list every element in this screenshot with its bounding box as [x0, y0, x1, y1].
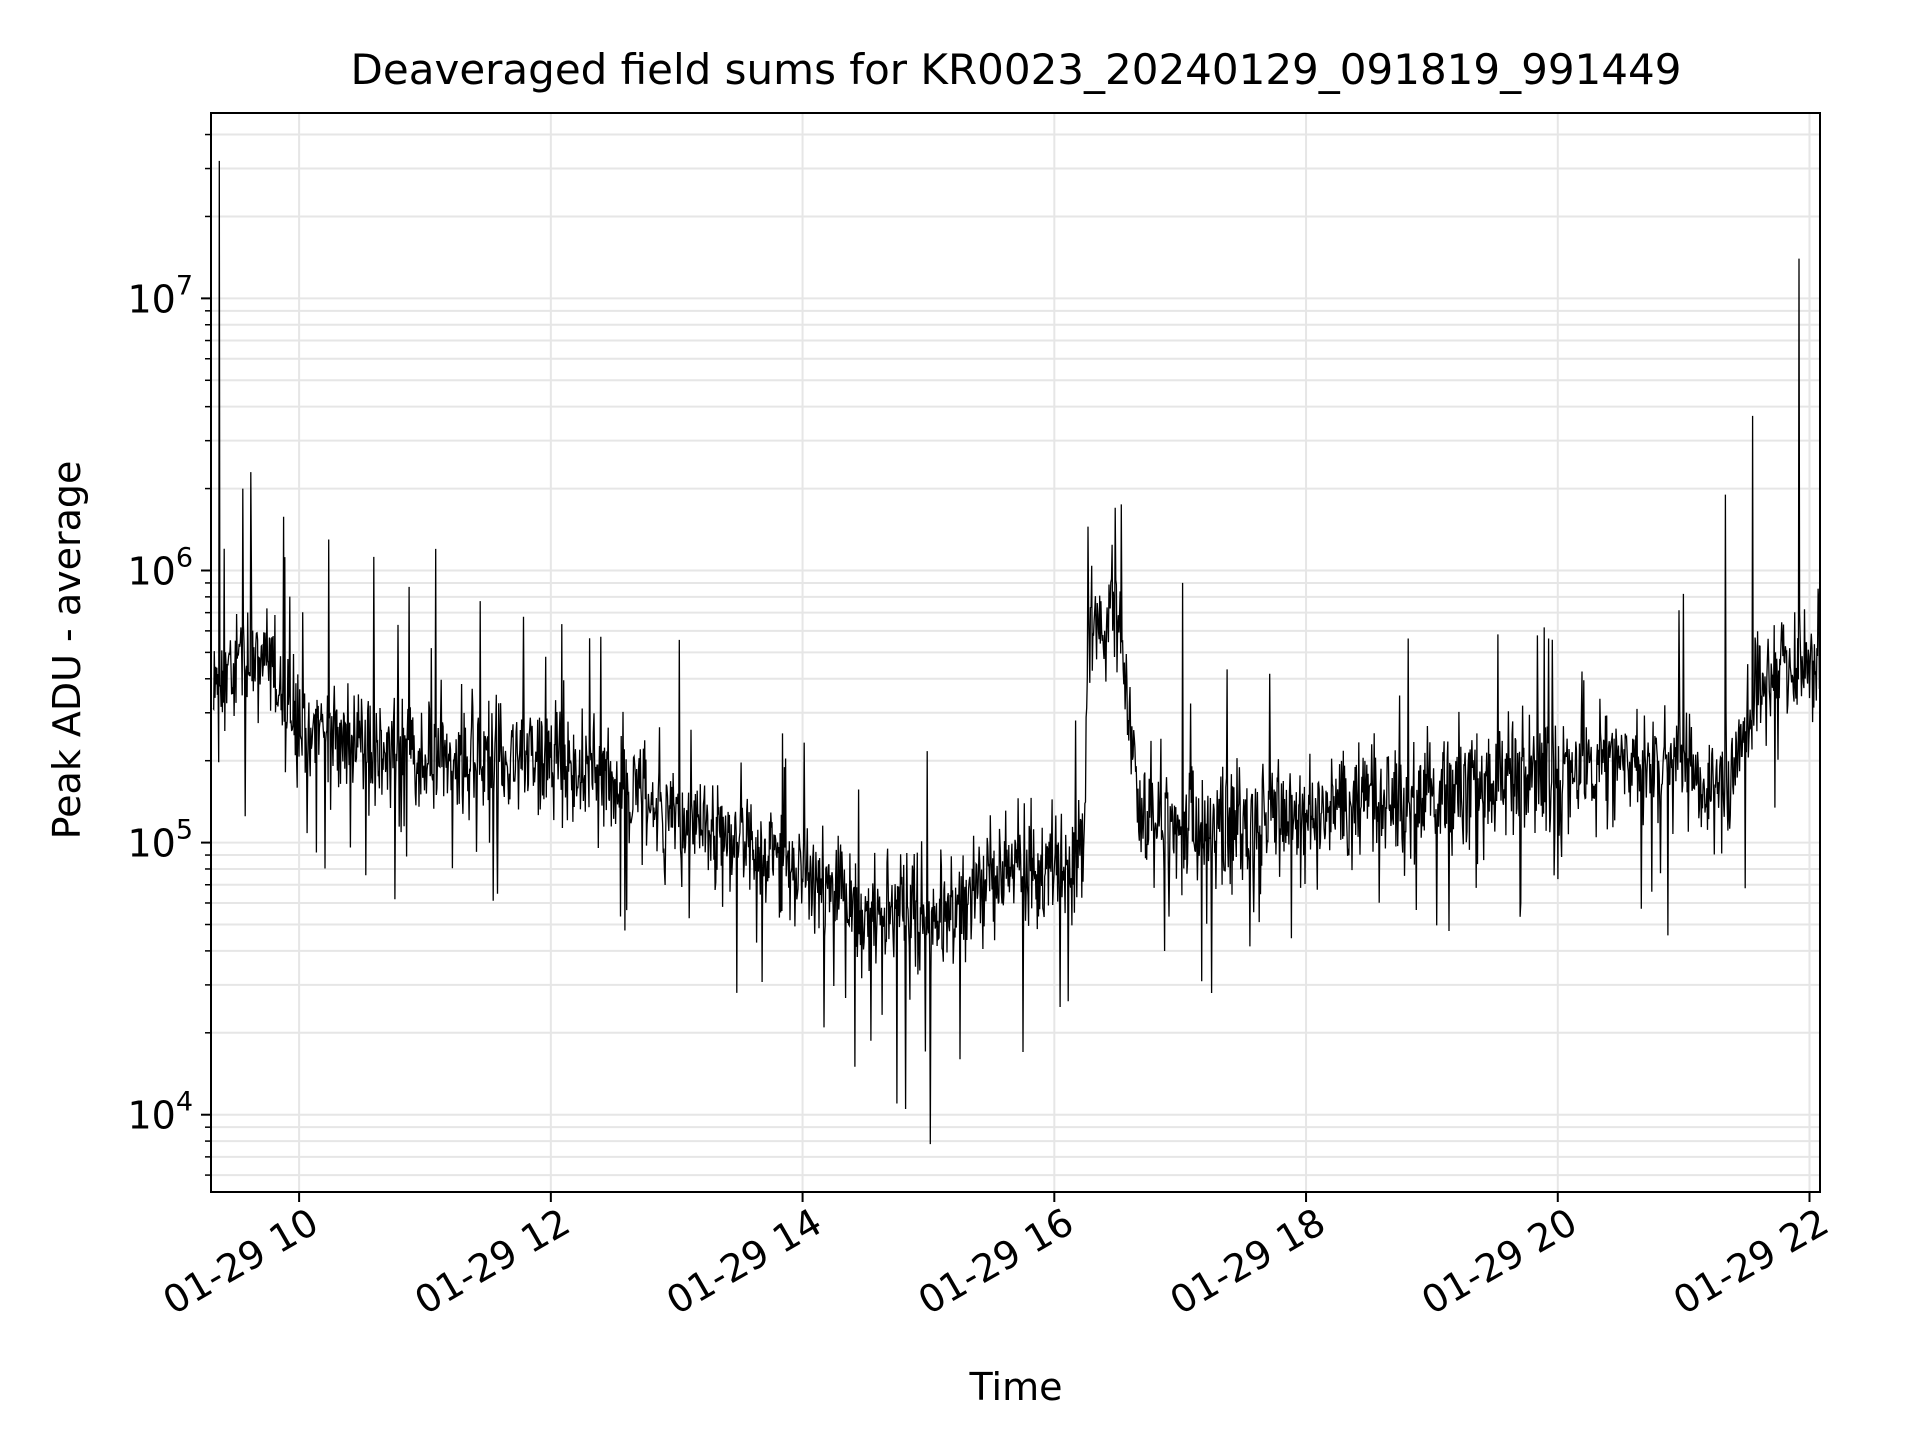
y-tick-label: 107 [127, 270, 193, 321]
y-tick-label: 106 [127, 542, 193, 593]
y-tick-label-base: 10 [127, 1094, 175, 1138]
y-tick-label-base: 10 [127, 277, 175, 321]
chart-title: Deaveraged field sums for KR0023_2024012… [351, 45, 1682, 94]
plot-layer [212, 160, 1820, 1145]
y-tick-label: 105 [127, 815, 193, 866]
y-tick-label-base: 10 [127, 549, 175, 593]
y-tick-label-exponent: 7 [176, 270, 193, 301]
y-tick-label-exponent: 5 [176, 815, 193, 846]
y-tick-label-base: 10 [127, 822, 175, 866]
grid-layer [211, 113, 1820, 1192]
x-axis-label: Time [969, 1365, 1063, 1409]
y-axis-label: Peak ADU - average [45, 461, 89, 840]
data-series-line [212, 160, 1820, 1145]
y-tick-label-exponent: 6 [176, 542, 193, 573]
y-tick-label-exponent: 4 [176, 1087, 193, 1118]
y-tick-label: 104 [127, 1087, 193, 1138]
